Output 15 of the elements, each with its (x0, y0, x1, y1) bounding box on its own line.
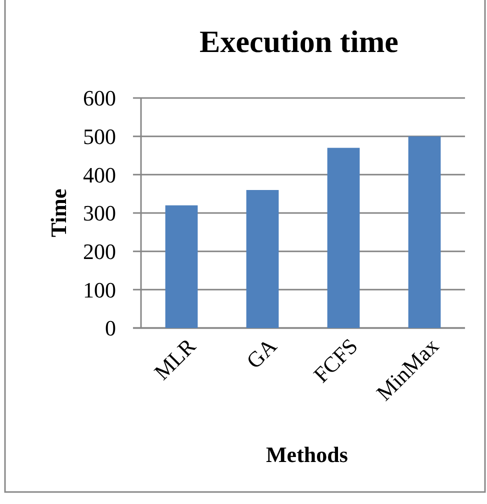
y-tick-label: 600 (83, 86, 116, 111)
chart-title: Execution time (200, 24, 398, 59)
y-tick-label: 0 (105, 316, 116, 341)
bar (327, 148, 360, 328)
y-tick-label: 200 (83, 239, 116, 264)
y-tick-label: 500 (83, 124, 116, 150)
x-axis-title: Methods (266, 442, 348, 467)
bar (408, 136, 441, 328)
bar (246, 190, 279, 328)
bar (165, 205, 198, 328)
y-tick-label: 300 (83, 200, 116, 226)
y-axis-title: Time (46, 188, 71, 238)
x-tick-label: GA (241, 333, 282, 374)
y-tick-label: 400 (83, 162, 116, 188)
y-tick-label: 100 (83, 277, 116, 302)
